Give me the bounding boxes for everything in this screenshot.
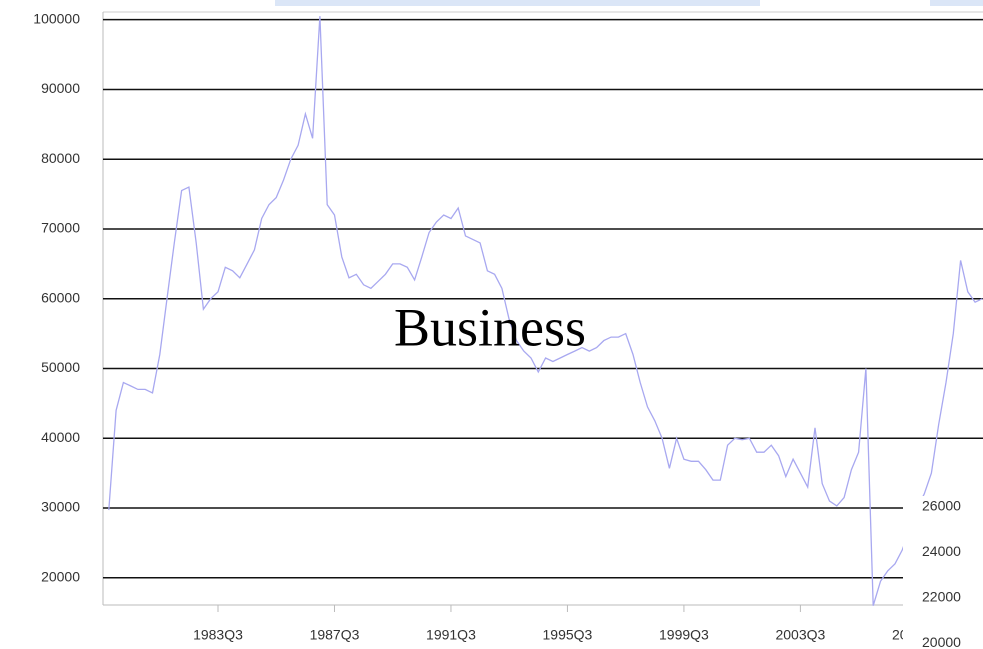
y-tick-label: 90000 [41,80,80,96]
x-tick-label: 1999Q3 [659,627,709,643]
y-tick-label: 30000 [41,499,80,515]
inset-y-tick-label: 20000 [922,634,961,649]
x-tick-label: 2003Q3 [775,627,825,643]
x-tick-label: 1983Q3 [193,627,243,643]
annotation: Business [394,297,586,357]
inset-panel [903,496,983,649]
y-tick-label: 50000 [41,359,80,375]
y-tick-label: 70000 [41,220,80,236]
x-tick-label: 1987Q3 [310,627,360,643]
header-fragment [275,0,760,6]
data-line [108,16,983,606]
y-tick-label: 40000 [41,429,80,445]
x-tick-label: 1991Q3 [426,627,476,643]
inset-y-tick-label: 24000 [922,543,961,559]
x-tick-label: 1995Q3 [543,627,593,643]
header-fragment [930,0,983,6]
y-tick-label: 100000 [33,10,80,26]
inset-y-tick-label: 22000 [922,589,961,605]
y-tick-label: 60000 [41,289,80,305]
inset-y-tick-label: 26000 [922,498,961,514]
y-tick-label: 80000 [41,150,80,166]
y-tick-label: 20000 [41,568,80,584]
